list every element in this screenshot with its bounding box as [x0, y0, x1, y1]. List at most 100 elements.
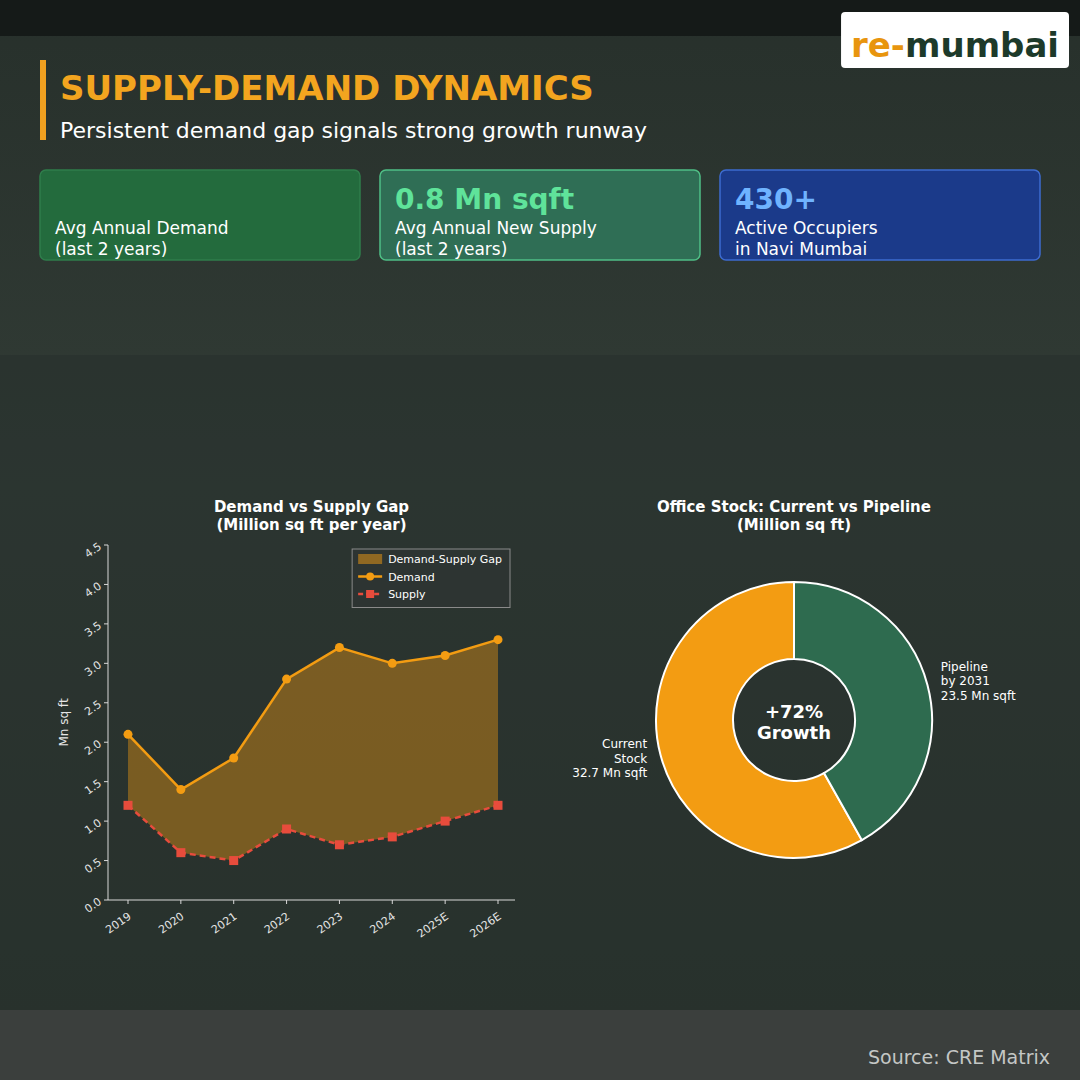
legend-marker — [366, 590, 374, 598]
center-annotation: +72%Growth — [757, 701, 831, 743]
card-label: in Navi Mumbai — [735, 239, 867, 259]
y-tick — [104, 860, 108, 861]
x-tick — [233, 900, 234, 904]
y-tick-label: 3.0 — [82, 658, 104, 679]
marker — [282, 675, 291, 684]
y-tick — [104, 545, 108, 546]
marker — [335, 840, 344, 849]
series-line — [128, 805, 498, 860]
legend-box — [352, 549, 510, 608]
slice-value: 23.5 Mn sqft — [941, 689, 1016, 703]
x-tick — [498, 900, 499, 904]
kpi-card: 430+Active Occupiersin Navi Mumbai — [720, 170, 1040, 260]
x-tick-label: 2026E — [468, 910, 504, 941]
x-tick — [128, 900, 129, 904]
marker — [441, 817, 450, 826]
logo-text: re-mumbai — [851, 25, 1059, 65]
x-tick-label: 2024 — [368, 910, 398, 937]
card-label: Avg Annual Demand — [55, 218, 228, 238]
marker — [176, 848, 185, 857]
x-tick — [392, 900, 393, 904]
kpi-card: 0.8 Mn sqftAvg Annual New Supply(last 2 … — [380, 170, 700, 260]
annotation-line: Growth — [757, 722, 831, 743]
x-axis-line — [108, 900, 515, 901]
chart-title: Office Stock: Current vs Pipeline — [657, 498, 931, 516]
marker — [494, 801, 503, 810]
x-tick-label: 2020 — [156, 910, 186, 937]
y-tick — [104, 781, 108, 782]
x-tick — [180, 900, 181, 904]
card-value: 430+ — [735, 183, 817, 216]
marker — [494, 635, 503, 644]
logo: re-mumbai — [841, 12, 1069, 68]
y-tick-label: 4.5 — [82, 540, 104, 561]
background — [0, 0, 1080, 1080]
marker — [388, 659, 397, 668]
y-tick-label: 1.5 — [82, 777, 104, 798]
card-box — [40, 170, 360, 260]
card-label: (last 2 years) — [55, 239, 167, 259]
card-box — [380, 170, 700, 260]
line-chart: Demand vs Supply Gap(Million sq ft per y… — [57, 498, 515, 941]
annotation-line: +72% — [765, 701, 823, 722]
logo-prefix: re- — [851, 25, 905, 65]
x-tick-label: 2021 — [209, 910, 239, 937]
logo-box — [841, 12, 1069, 68]
legend-label: Demand-Supply Gap — [388, 553, 502, 566]
slice-category-line: Stock — [614, 752, 647, 766]
gap-area — [128, 640, 498, 861]
y-tick-label: 1.0 — [82, 816, 104, 837]
header-subtitle: Persistent demand gap signals strong gro… — [60, 118, 647, 143]
card-value: 0.8 Mn sqft — [395, 183, 574, 216]
y-tick — [104, 821, 108, 822]
chart-title: Demand vs Supply Gap — [214, 498, 409, 516]
slice-category-line: Pipeline — [941, 660, 988, 674]
marker — [441, 651, 450, 660]
y-tick — [104, 663, 108, 664]
chart-subtitle: (Million sq ft per year) — [216, 516, 406, 534]
marker — [124, 730, 133, 739]
marker — [176, 785, 185, 794]
slice-label: Pipelineby 203123.5 Mn sqft — [941, 660, 1016, 703]
y-tick-label: 2.5 — [82, 698, 104, 719]
x-tick-label: 2022 — [262, 910, 292, 937]
header-accent — [40, 60, 46, 140]
footer-band — [0, 1010, 1080, 1080]
y-tick — [104, 623, 108, 624]
marker — [229, 754, 238, 763]
chart-subtitle: (Million sq ft) — [737, 516, 851, 534]
series-line — [128, 640, 498, 790]
y-tick — [104, 900, 108, 901]
source-note: Source: CRE Matrix — [868, 1046, 1050, 1068]
y-tick — [104, 742, 108, 743]
x-tick — [339, 900, 340, 904]
y-axis-line — [108, 545, 109, 900]
y-tick-label: 3.5 — [82, 619, 104, 640]
donut-chart: Office Stock: Current vs Pipeline(Millio… — [572, 498, 1016, 858]
y-tick-label: 0.0 — [82, 895, 104, 916]
marker — [282, 825, 291, 834]
card-label: Active Occupiers — [735, 218, 878, 238]
legend: Demand-Supply GapDemandSupply — [352, 549, 510, 608]
chart-panel — [0, 355, 1080, 1010]
marker — [124, 801, 133, 810]
slice-category: Pipelineby 2031 — [941, 660, 990, 689]
x-tick-label: 2023 — [315, 910, 345, 937]
slice-category-line: by 2031 — [941, 674, 990, 688]
x-tick-label: 2019 — [103, 910, 133, 937]
legend-marker — [366, 573, 374, 581]
y-tick-label: 4.0 — [82, 580, 104, 601]
card-label: Avg Annual New Supply — [395, 218, 597, 238]
page: re-mumbaiSUPPLY-DEMAND DYNAMICSPersisten… — [0, 0, 1080, 1080]
slice-label: CurrentStock32.7 Mn sqft — [572, 737, 647, 780]
card-label: (last 2 years) — [395, 239, 507, 259]
y-tick-label: 2.0 — [82, 737, 104, 758]
plot-area — [124, 635, 503, 865]
x-tick — [445, 900, 446, 904]
logo-name: mumbai — [905, 25, 1059, 65]
card-box — [720, 170, 1040, 260]
marker — [229, 856, 238, 865]
kpi-card: Avg Annual Demand(last 2 years) — [40, 170, 360, 260]
x-tick-label: 2025E — [415, 910, 451, 941]
marker — [335, 643, 344, 652]
